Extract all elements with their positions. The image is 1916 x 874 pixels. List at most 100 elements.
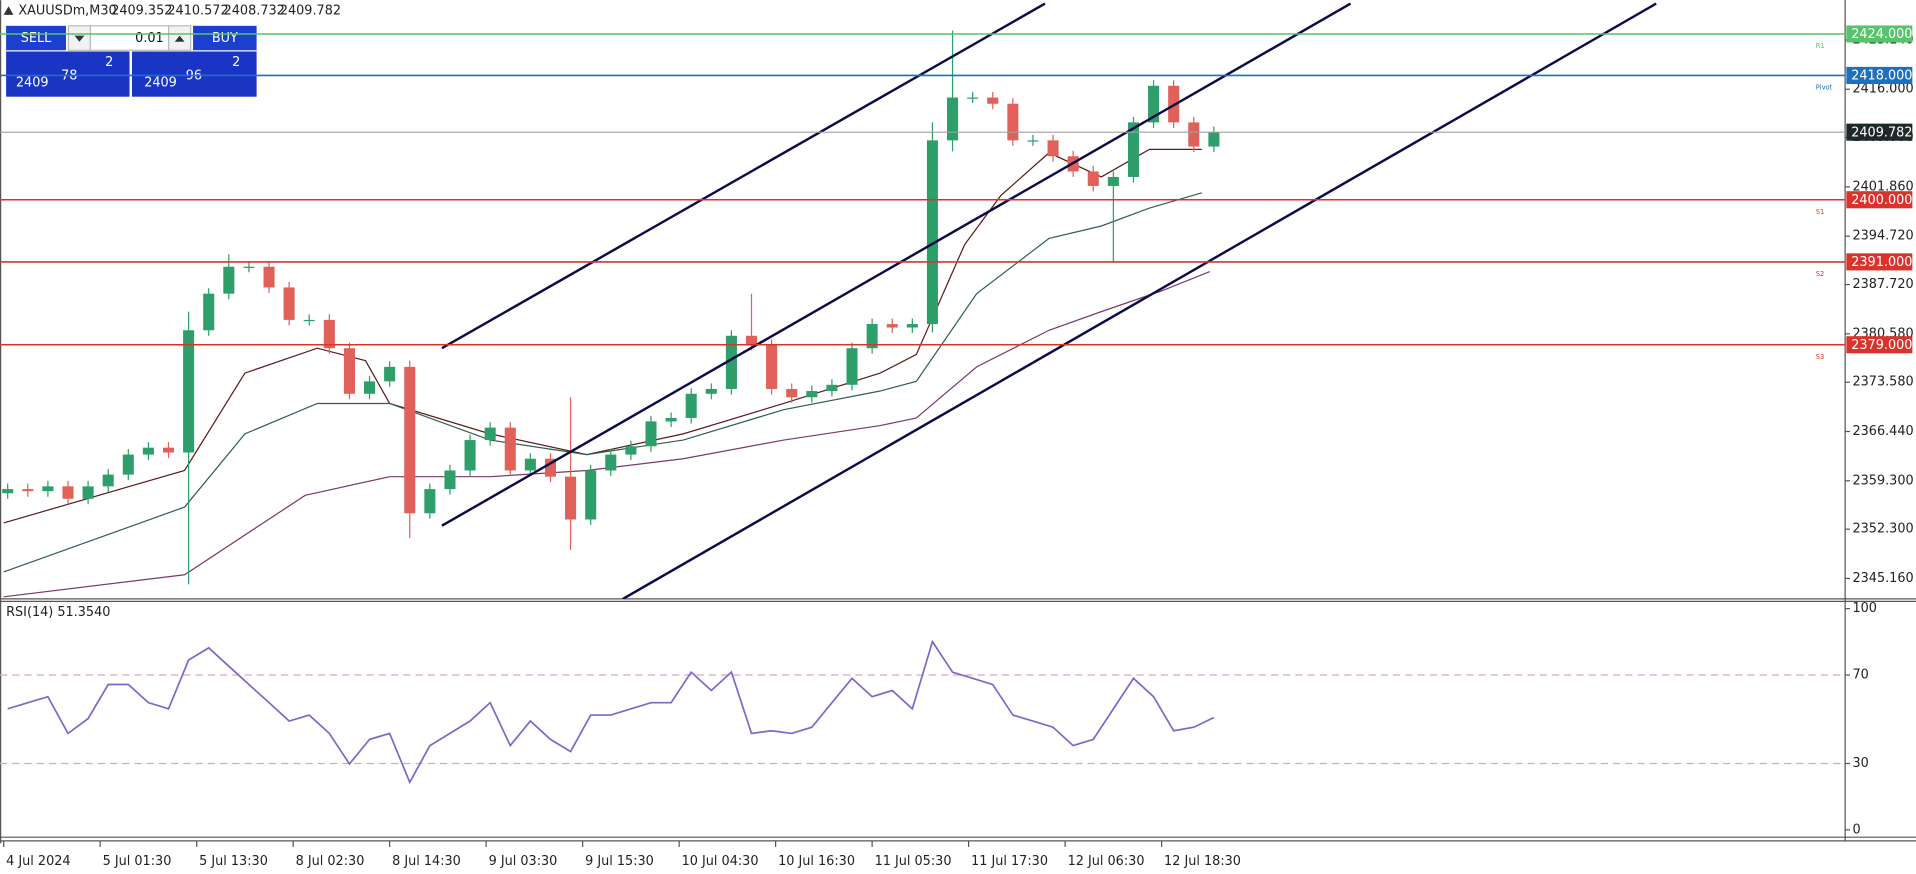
rsi-tick-label: 70 xyxy=(1852,668,1868,683)
quote-open: 2409.352 xyxy=(111,4,172,19)
main-plot xyxy=(2,2,1657,599)
x-tick-label: 10 Jul 16:30 xyxy=(778,854,855,869)
candle-body xyxy=(364,381,376,394)
rsi-tick-label: 30 xyxy=(1852,756,1868,771)
candle-body xyxy=(1107,176,1119,186)
candle-body xyxy=(1208,132,1220,147)
candle-body xyxy=(102,474,114,487)
candle-body xyxy=(766,344,778,389)
candle-body xyxy=(1087,171,1099,186)
level-box xyxy=(1846,25,1913,43)
level-label: 2400.000 xyxy=(1851,193,1912,208)
candle-body xyxy=(1027,140,1039,142)
channel-line xyxy=(441,2,1352,527)
candle-body xyxy=(585,470,597,520)
sell-button[interactable] xyxy=(6,25,66,51)
candle-body xyxy=(243,266,255,268)
level-name: Pivot xyxy=(1816,84,1833,92)
candle-body xyxy=(1007,103,1019,141)
candle-body xyxy=(404,366,416,514)
candle-body xyxy=(303,319,315,322)
y-tick-label: 2366.440 xyxy=(1852,424,1913,439)
y-tick-label: 2373.580 xyxy=(1852,375,1913,390)
candle-body xyxy=(384,366,396,382)
candle-body xyxy=(2,489,14,494)
volume-value: 0.01 xyxy=(135,31,164,46)
candle-body xyxy=(685,393,697,418)
level-label: 2391.000 xyxy=(1851,255,1912,270)
x-tick-label: 8 Jul 14:30 xyxy=(392,854,461,869)
x-tick-label: 12 Jul 18:30 xyxy=(1164,854,1241,869)
level-name: S3 xyxy=(1816,353,1825,361)
candle-body xyxy=(846,348,858,385)
candle-body xyxy=(82,486,94,499)
candle-body xyxy=(906,324,918,328)
down-arrow xyxy=(74,35,85,42)
candle-body xyxy=(565,476,577,520)
candle-body xyxy=(987,97,999,104)
level-name: S1 xyxy=(1816,208,1825,216)
x-tick-label: 11 Jul 05:30 xyxy=(875,854,952,869)
moving-average xyxy=(3,192,1202,573)
candle-body xyxy=(645,421,657,447)
buy-label: BUY xyxy=(212,31,238,46)
candle-body xyxy=(786,388,798,398)
candle-body xyxy=(283,287,295,320)
candle-body xyxy=(323,319,335,349)
collapse-icon[interactable] xyxy=(3,6,14,15)
x-tick-label: 12 Jul 06:30 xyxy=(1068,854,1145,869)
level-box xyxy=(1846,336,1913,354)
y-tick-label: 2345.160 xyxy=(1852,571,1913,586)
ask-frac: 2 xyxy=(232,55,240,70)
bid-big: 2409 xyxy=(16,76,49,91)
candle-body xyxy=(504,427,516,471)
candle-body xyxy=(1148,85,1160,123)
x-tick-label: 9 Jul 03:30 xyxy=(489,854,558,869)
candle-body xyxy=(444,470,456,490)
ask-box[interactable] xyxy=(131,51,257,97)
x-tick-label: 5 Jul 01:30 xyxy=(103,854,172,869)
candle-body xyxy=(142,447,154,455)
candle-body xyxy=(1188,122,1200,147)
candle-body xyxy=(42,486,54,492)
buy-button[interactable] xyxy=(193,25,257,51)
quote-close: 2409.782 xyxy=(280,4,341,19)
candle-body xyxy=(223,266,235,294)
x-tick-label: 4 Jul 2024 xyxy=(6,854,70,869)
candle-body xyxy=(826,384,838,392)
x-tick-label: 9 Jul 15:30 xyxy=(585,854,654,869)
level-label: 2424.000 xyxy=(1851,27,1912,42)
y-tick-label: 2352.300 xyxy=(1852,522,1913,537)
candle-body xyxy=(263,266,275,288)
channel-line xyxy=(622,2,1657,599)
candle-body xyxy=(203,293,215,331)
candle-body xyxy=(343,348,355,394)
x-tick-label: 5 Jul 13:30 xyxy=(199,854,268,869)
current-price-label: 2409.782 xyxy=(1851,125,1912,140)
moving-average xyxy=(3,148,1202,524)
level-label: 2379.000 xyxy=(1851,338,1912,353)
candle-body xyxy=(947,97,959,141)
candle-body xyxy=(926,140,938,325)
candle-body xyxy=(122,454,134,475)
rsi-tick-label: 100 xyxy=(1852,601,1876,616)
level-name: S2 xyxy=(1816,270,1825,278)
candle-body xyxy=(605,454,617,471)
level-box xyxy=(1846,66,1913,84)
current-price-box xyxy=(1846,123,1913,141)
candle-body xyxy=(745,335,758,345)
moving-average xyxy=(3,270,1211,598)
y-tick-label: 2401.860 xyxy=(1852,179,1913,194)
sell-label: SELL xyxy=(21,31,52,46)
y-tick-label: 2394.720 xyxy=(1852,229,1913,244)
candle-body xyxy=(484,427,496,441)
candle-body xyxy=(22,489,34,492)
quote-low: 2408.732 xyxy=(224,4,285,19)
rsi-title: RSI(14) 51.3540 xyxy=(6,605,110,620)
y-tick-label: 2387.720 xyxy=(1852,277,1913,292)
x-tick-label: 10 Jul 04:30 xyxy=(682,854,759,869)
bid-box[interactable] xyxy=(6,51,130,97)
x-tick-label: 8 Jul 02:30 xyxy=(296,854,365,869)
